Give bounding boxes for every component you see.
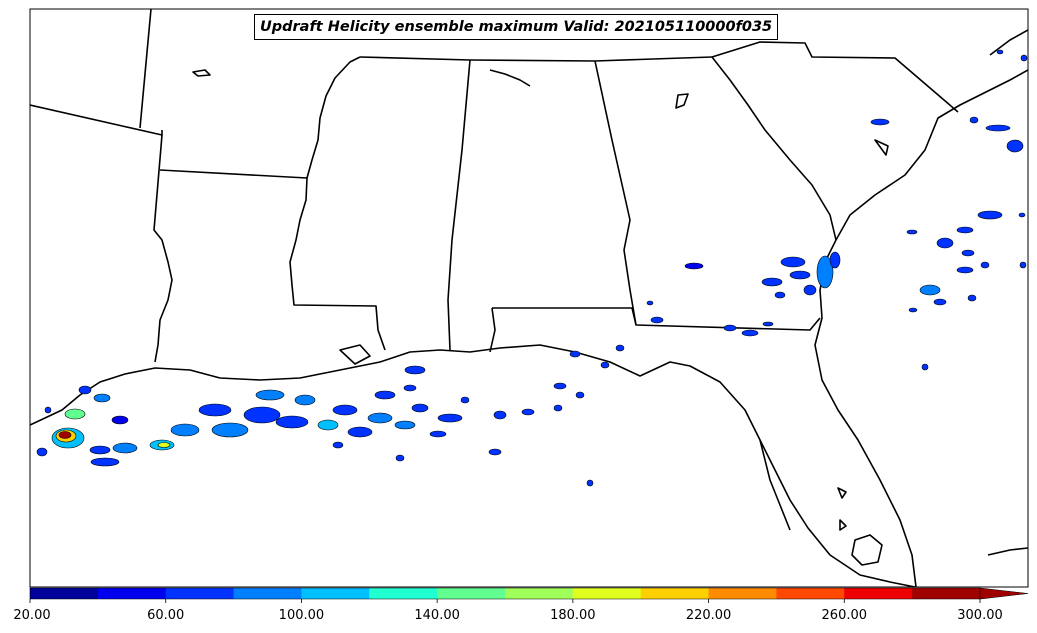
colorbar-tick-label: 60.00: [147, 608, 185, 623]
colorbar-segment: [844, 588, 913, 599]
map-boundaries: [30, 9, 1028, 587]
colorbar-tick-label: 300.00: [957, 608, 1003, 623]
colorbar-tick-label: 260.00: [821, 608, 868, 623]
colorbar-tick-label: 100.00: [278, 608, 325, 623]
colorbar-segment: [708, 588, 777, 599]
colorbar-segment: [301, 588, 370, 599]
colorbar-tick-label: 20.00: [13, 608, 51, 623]
colorbar-tick-label: 220.00: [685, 608, 732, 623]
colorbar-extend-arrow: [979, 587, 1029, 600]
colorbar-segment: [912, 588, 981, 599]
colorbar-tick-label: 180.00: [550, 608, 596, 623]
colorbar: [29, 587, 1029, 603]
colorbar-segment: [572, 588, 642, 599]
colorbar-segment: [369, 588, 438, 599]
helicity-contours: [36, 49, 1028, 487]
colorbar-segment: [640, 588, 710, 599]
colorbar-segment: [97, 588, 167, 599]
colorbar-segment: [437, 588, 506, 599]
colorbar-segment: [505, 588, 574, 599]
colorbar-segment: [233, 588, 302, 599]
colorbar-segment: [165, 588, 235, 599]
colorbar-segment: [30, 588, 99, 599]
colorbar-segment: [776, 588, 845, 599]
map-title: Updraft Helicity ensemble maximum Valid:…: [254, 14, 779, 40]
map-frame: [29, 8, 1029, 588]
colorbar-outline: [29, 587, 980, 600]
colorbar-tick-label: 140.00: [414, 608, 460, 623]
